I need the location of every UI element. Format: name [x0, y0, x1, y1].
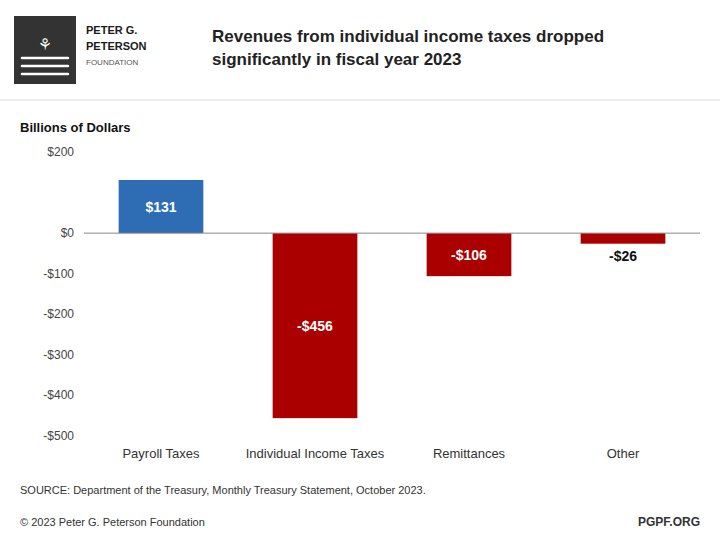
logo-text: PETER G.	[86, 24, 137, 36]
x-tick-label: Individual Income Taxes	[246, 446, 385, 461]
logo-text: PETERSON	[86, 40, 147, 52]
x-tick-label: Payroll Taxes	[122, 446, 200, 461]
header	[0, 0, 720, 100]
y-tick-label: -$100	[43, 267, 74, 281]
data-label: $131	[145, 199, 176, 215]
data-label: -$106	[451, 247, 487, 263]
logo-icon: ⚘	[38, 35, 52, 54]
data-label: -$456	[297, 318, 333, 334]
site-link: PGPF.ORG	[638, 515, 700, 529]
source-note: SOURCE: Department of the Treasury, Mont…	[20, 484, 426, 496]
y-tick-label: $200	[47, 145, 74, 159]
y-tick-label: -$200	[43, 307, 74, 321]
copyright: © 2023 Peter G. Peterson Foundation	[20, 516, 205, 528]
y-tick-label: $0	[61, 226, 75, 240]
y-tick-label: -$500	[43, 429, 74, 443]
bar	[581, 233, 666, 244]
bar	[427, 233, 512, 276]
logo-line	[22, 65, 68, 68]
data-labels: $131 -$456 -$106 -$26	[145, 199, 637, 334]
zero-line	[84, 233, 700, 234]
x-ticks: Payroll Taxes Individual Income Taxes Remi…	[122, 446, 639, 461]
y-tick-label: -$400	[43, 388, 74, 402]
chart: ⚘ PETER G. PETERSON FOUNDATION Revenues from…	[0, 0, 720, 540]
logo-line	[22, 73, 68, 76]
logo-text: FOUNDATION	[86, 58, 139, 67]
bar	[119, 180, 204, 233]
bar	[273, 233, 358, 418]
header-rule	[0, 100, 720, 101]
logo: ⚘ PETER G. PETERSON FOUNDATION	[14, 16, 147, 84]
data-label: -$26	[609, 248, 637, 264]
y-tick-label: -$300	[43, 348, 74, 362]
x-tick-label: Remittances	[433, 446, 506, 461]
title: Revenues from individual income taxes dr…	[212, 27, 604, 69]
x-tick-label: Other	[607, 446, 640, 461]
logo-line	[22, 57, 68, 60]
logo-box	[14, 16, 76, 84]
y-ticks: $200 $0 -$100 -$200 -$300 -$400 -$500	[43, 145, 74, 443]
bars	[119, 180, 666, 418]
y-axis-label: Billions of Dollars	[20, 120, 131, 135]
